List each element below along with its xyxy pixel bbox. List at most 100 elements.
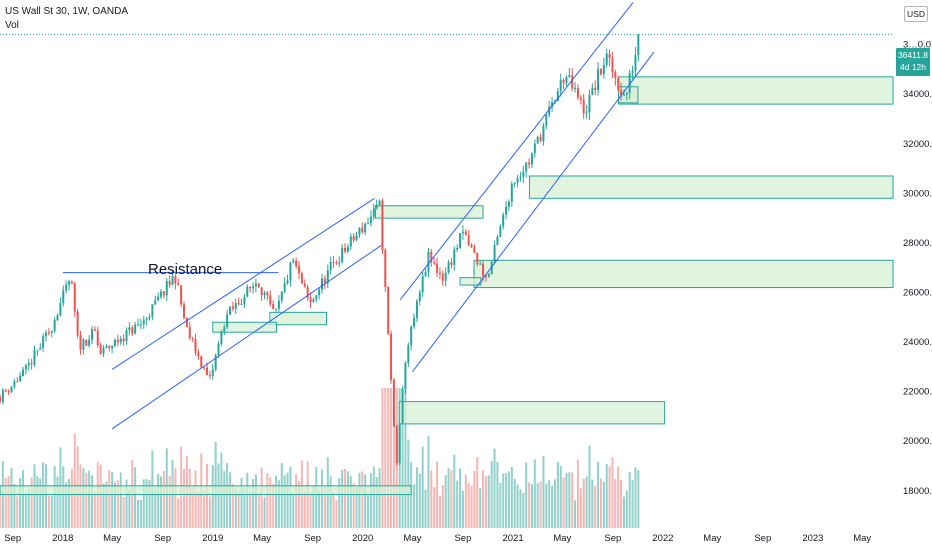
candle-body-168 bbox=[482, 263, 485, 277]
volume-bar-126 bbox=[361, 471, 364, 528]
trendline-3 bbox=[399, 2, 634, 301]
candle-body-98 bbox=[280, 291, 283, 301]
volume-bar-108 bbox=[309, 493, 312, 528]
candle-body-215 bbox=[617, 77, 620, 90]
volume-bar-95 bbox=[272, 484, 275, 528]
volume-bar-220 bbox=[631, 479, 634, 528]
candle-body-157 bbox=[450, 262, 453, 265]
volume-bar-128 bbox=[367, 495, 370, 528]
candle-body-133 bbox=[381, 200, 384, 251]
candle-body-172 bbox=[493, 245, 496, 262]
volume-bar-175 bbox=[502, 473, 505, 528]
volume-bar-16 bbox=[44, 464, 48, 528]
support-zone-0 bbox=[618, 76, 894, 105]
volume-bar-78 bbox=[223, 471, 226, 528]
x-tick-9: Sep bbox=[454, 533, 471, 544]
candle-body-183 bbox=[525, 162, 528, 172]
candle-body-203 bbox=[582, 99, 585, 114]
candle-body-167 bbox=[479, 263, 482, 265]
volume-bar-201 bbox=[576, 459, 579, 528]
candle-body-28 bbox=[79, 335, 82, 350]
volume-bar-192 bbox=[551, 485, 554, 528]
candle-body-96 bbox=[275, 308, 278, 310]
candle-body-86 bbox=[246, 286, 249, 297]
y-tick-2: 22000.0 bbox=[903, 387, 932, 398]
candle-body-59 bbox=[168, 281, 171, 285]
candle-body-47 bbox=[134, 324, 137, 334]
candle-body-115 bbox=[329, 262, 332, 271]
volume-bar-38 bbox=[108, 469, 111, 528]
symbol-title[interactable]: US Wall St 30, 1W, OANDA bbox=[5, 6, 128, 17]
x-tick-1: 2018 bbox=[52, 533, 73, 544]
candle-body-17 bbox=[47, 332, 50, 334]
candle-body-46 bbox=[131, 327, 134, 334]
volume-bar-92 bbox=[263, 497, 266, 528]
candle-body-141 bbox=[404, 363, 407, 389]
candle-body-84 bbox=[240, 303, 243, 305]
volume-bar-190 bbox=[545, 483, 548, 528]
volume-bar-131 bbox=[375, 477, 378, 528]
volume-bar-62 bbox=[177, 498, 180, 528]
x-tick-6: Sep bbox=[304, 533, 321, 544]
volume-bar-42 bbox=[119, 472, 122, 528]
candle-body-174 bbox=[499, 226, 502, 237]
candle-body-114 bbox=[326, 270, 329, 284]
x-tick-11: May bbox=[553, 533, 571, 544]
volume-bar-183 bbox=[525, 462, 528, 528]
volume-bar-79 bbox=[226, 463, 229, 528]
candle-body-93 bbox=[266, 292, 269, 296]
x-tick-12: Sep bbox=[604, 533, 621, 544]
candle-body-82 bbox=[234, 302, 237, 309]
candle-body-139 bbox=[398, 422, 401, 464]
last-price-value: 36411.8 bbox=[897, 50, 929, 60]
volume-bar-17 bbox=[47, 495, 50, 528]
candle-body-53 bbox=[151, 304, 154, 317]
candle-body-12 bbox=[33, 350, 36, 365]
candle-body-97 bbox=[277, 300, 280, 309]
volume-bar-47 bbox=[134, 467, 137, 528]
volume-bar-152 bbox=[436, 461, 439, 528]
candle-body-58 bbox=[165, 281, 168, 296]
candle-body-40 bbox=[114, 339, 117, 346]
volume-bar-129 bbox=[369, 473, 372, 528]
trendline-4 bbox=[412, 51, 655, 373]
candle-body-69 bbox=[197, 352, 200, 357]
candle-body-170 bbox=[487, 273, 490, 277]
candle-body-207 bbox=[594, 87, 597, 90]
currency-badge[interactable]: USD bbox=[904, 6, 928, 22]
candle-body-38 bbox=[108, 346, 111, 349]
volume-bar-67 bbox=[191, 487, 194, 528]
candle-body-80 bbox=[229, 306, 232, 315]
volume-bar-98 bbox=[280, 463, 283, 528]
support-zone-3 bbox=[398, 401, 666, 425]
candle-body-35 bbox=[99, 345, 102, 354]
volume-bar-174 bbox=[499, 482, 502, 528]
volume-bar-39 bbox=[111, 472, 114, 528]
volume-label[interactable]: Vol bbox=[5, 20, 19, 31]
candle-body-63 bbox=[180, 285, 183, 305]
candle-body-112 bbox=[321, 278, 324, 290]
candle-body-134 bbox=[384, 250, 387, 287]
y-tick-0: 18000.0 bbox=[903, 486, 932, 497]
volume-bar-118 bbox=[338, 478, 341, 528]
candle-body-143 bbox=[410, 326, 413, 346]
volume-bar-43 bbox=[122, 497, 125, 528]
volume-bar-125 bbox=[358, 472, 361, 528]
y-tick-5: 28000.0 bbox=[903, 238, 932, 249]
candle-body-146 bbox=[418, 292, 421, 301]
candle-body-166 bbox=[476, 252, 479, 265]
volume-bar-145 bbox=[415, 467, 418, 528]
candle-body-219 bbox=[628, 73, 631, 93]
volume-bar-177 bbox=[507, 471, 510, 528]
candle-body-142 bbox=[407, 345, 410, 364]
candle-body-164 bbox=[470, 244, 473, 248]
volume-bar-106 bbox=[303, 491, 306, 528]
candle-body-171 bbox=[490, 261, 493, 274]
candle-body-221 bbox=[634, 55, 637, 71]
volume-bar-141 bbox=[404, 388, 407, 528]
candle-body-19 bbox=[53, 320, 56, 331]
volume-bar-87 bbox=[249, 491, 252, 528]
candle-body-199 bbox=[571, 75, 574, 89]
